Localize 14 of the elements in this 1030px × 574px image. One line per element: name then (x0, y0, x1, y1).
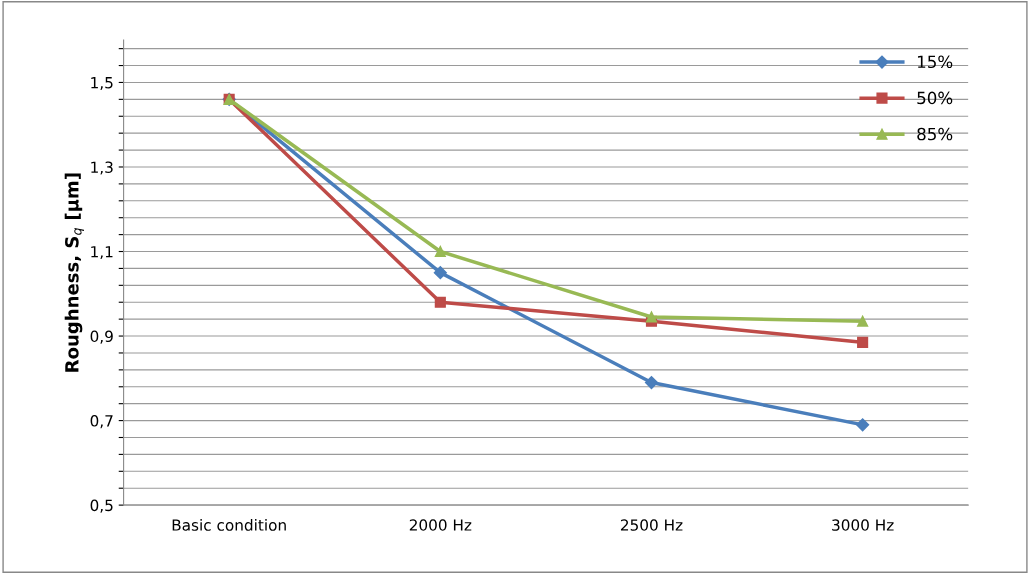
x-tick-label: 2000 Hz (409, 519, 472, 531)
y-tick-label: 0,5 (90, 499, 113, 513)
y-tick-label: 1,3 (91, 161, 113, 175)
x-tick-label: Basic condition (172, 519, 286, 531)
legend-label: 50% (917, 91, 953, 105)
legend-label: 15% (917, 55, 953, 69)
y-tick-label: 1,5 (91, 77, 113, 91)
legend-label: 85% (917, 127, 953, 141)
y-axis-title: Roughness, S$_{q}$ [µm] (64, 173, 84, 372)
y-tick-label: 0,7 (90, 415, 113, 429)
y-tick-label: 1,1 (91, 246, 113, 260)
x-tick-label: 2500 Hz (620, 519, 683, 531)
x-tick-label: 3000 Hz (832, 519, 894, 531)
y-tick-label: 0,9 (90, 330, 113, 344)
